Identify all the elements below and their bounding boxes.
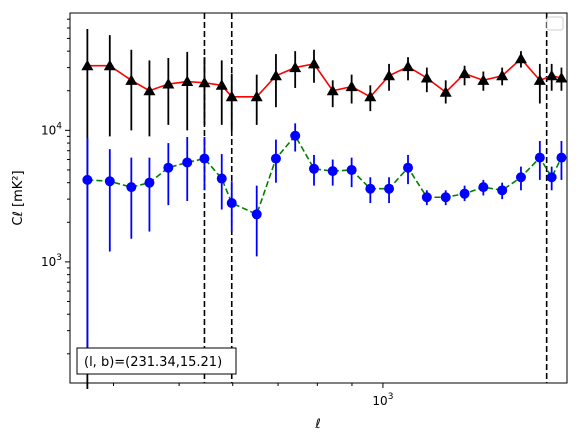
data-point [546, 172, 557, 183]
data-point [496, 69, 509, 81]
data-point [440, 192, 451, 203]
data-point [327, 166, 338, 177]
data-point [556, 152, 567, 163]
data-point [103, 59, 116, 71]
data-point [403, 162, 414, 173]
data-point [290, 130, 301, 141]
data-point [534, 152, 545, 163]
data-point [125, 74, 138, 85]
data-point [478, 182, 489, 193]
data-point [555, 71, 568, 83]
data-point [199, 153, 210, 164]
vertical-reference-lines [203, 13, 548, 383]
series-line-0 [87, 57, 562, 98]
data-point [307, 57, 320, 69]
data-point [383, 69, 396, 81]
annotation-box [76, 347, 237, 375]
data-point [251, 209, 262, 220]
data-point [308, 163, 319, 174]
x-tick-label: 103 [372, 392, 393, 408]
data-point [365, 183, 376, 194]
data-point [225, 90, 238, 102]
data-point [458, 67, 471, 79]
data-point [346, 164, 357, 175]
legend-box [546, 16, 564, 31]
plot-frame [69, 12, 568, 384]
data-point [198, 76, 211, 88]
data-point [81, 59, 94, 71]
series-markers [81, 52, 568, 220]
data-point [421, 192, 432, 203]
data-point [402, 60, 415, 72]
y-tick-label: 103 [41, 253, 62, 269]
data-point [250, 90, 263, 102]
axis-ticks: 103 104 103 [41, 18, 393, 408]
data-point [326, 84, 339, 96]
data-point [289, 61, 302, 73]
data-point [216, 173, 227, 184]
data-point [270, 153, 281, 164]
data-point [143, 84, 156, 96]
error-bars [86, 28, 563, 390]
data-point [477, 74, 490, 85]
data-point [104, 176, 115, 187]
data-point [384, 183, 395, 194]
y-axis-label: Cℓ [mK²] [11, 170, 26, 225]
data-point [269, 69, 282, 81]
data-point [497, 185, 508, 196]
x-axis-label: ℓ [314, 417, 320, 432]
series-lines [87, 57, 563, 216]
data-point [459, 188, 470, 199]
data-point [515, 172, 526, 183]
data-point [345, 80, 358, 92]
data-point [126, 182, 137, 193]
data-point [420, 71, 433, 83]
y-tick-label: 104 [41, 121, 62, 137]
data-point [163, 162, 174, 173]
data-point [364, 90, 377, 102]
data-point [144, 177, 155, 188]
annotation-text: (l, b)=(231.34,15.21) [84, 355, 222, 370]
data-point [545, 69, 558, 81]
data-point [181, 75, 194, 87]
data-point [162, 78, 175, 89]
data-point [514, 52, 527, 64]
data-point [533, 74, 546, 85]
data-point [215, 79, 228, 90]
data-point [226, 198, 237, 209]
series-line-1 [87, 134, 563, 216]
data-point [82, 174, 93, 185]
data-point [182, 157, 193, 168]
data-point [439, 86, 452, 97]
